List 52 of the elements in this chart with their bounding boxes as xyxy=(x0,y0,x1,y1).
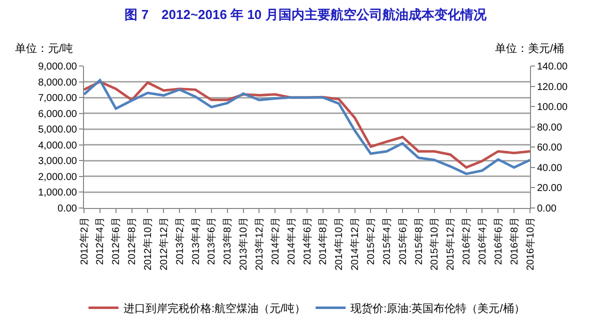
x-tick-label: 2013年6月 xyxy=(206,217,218,265)
x-tick-label: 2014年8月 xyxy=(317,217,330,265)
x-tick-label: 2012年6月 xyxy=(110,217,122,265)
x-tick-label: 2016年2月 xyxy=(460,217,473,265)
chart-title: 图 7 2012~2016 年 10 月国内主要航空公司航油成本变化情况 xyxy=(124,7,488,22)
y-tick-label: 2,000.00 xyxy=(38,172,78,183)
y-tick-label: 0.00 xyxy=(58,204,78,214)
y2-axis-title: 单位：美元/桶 xyxy=(495,42,564,55)
x-tick-label: 2014年2月 xyxy=(269,217,282,265)
x-tick-label: 2015年10月 xyxy=(428,217,441,270)
y2-tick-label: 40.00 xyxy=(537,162,562,174)
legend-label: 进口到岸完税价格:航空煤油（元/吨） xyxy=(124,302,306,315)
x-tick-label: 2012年12月 xyxy=(158,217,170,270)
y2-tick-label: 20.00 xyxy=(537,183,562,194)
x-tick-label: 2014年12月 xyxy=(349,217,362,270)
x-tick-label: 2015年2月 xyxy=(364,217,377,265)
x-tick-label: 2016年6月 xyxy=(492,217,504,265)
x-tick-label: 2013年2月 xyxy=(174,217,186,265)
y2-tick-label: 120.00 xyxy=(537,82,568,93)
x-tick-label: 2012年8月 xyxy=(126,217,138,265)
y2-tick-label: 80.00 xyxy=(537,122,562,134)
y2-tick-label: 100.00 xyxy=(537,102,568,114)
x-tick-label: 2015年4月 xyxy=(380,217,393,265)
x-tick-label: 2015年6月 xyxy=(396,217,409,265)
x-tick-label: 2013年4月 xyxy=(190,217,202,265)
legend-label: 现货价:原油:英国布伦特（美元/桶） xyxy=(350,302,525,315)
y2-tick-label: 60.00 xyxy=(537,142,562,154)
y-tick-label: 1,000.00 xyxy=(38,188,78,199)
y-tick-label: 7,000.00 xyxy=(38,93,78,104)
x-tick-label: 2016年8月 xyxy=(508,217,520,265)
x-tick-label: 2012年4月 xyxy=(94,217,106,265)
x-tick-label: 2014年10月 xyxy=(333,217,346,270)
x-tick-label: 2015年12月 xyxy=(444,217,457,270)
y-tick-label: 6,000.00 xyxy=(38,108,78,120)
y-axis-title: 单位：元/吨 xyxy=(15,42,74,55)
y2-tick-label: 140.00 xyxy=(537,62,568,72)
y2-tick-label: 0.00 xyxy=(537,204,557,214)
y-tick-label: 9,000.00 xyxy=(38,62,78,72)
x-tick-label: 2012年10月 xyxy=(142,217,154,270)
x-tick-label: 2013年12月 xyxy=(253,217,266,270)
x-tick-label: 2014年6月 xyxy=(301,217,314,265)
x-tick-label: 2012年2月 xyxy=(78,217,90,265)
x-tick-label: 2015年8月 xyxy=(412,217,425,265)
x-tick-label: 2016年4月 xyxy=(476,217,488,265)
y-tick-label: 8,000.00 xyxy=(38,77,78,88)
y-tick-label: 5,000.00 xyxy=(38,124,78,136)
x-tick-label: 2013年10月 xyxy=(238,217,250,270)
y-tick-label: 4,000.00 xyxy=(38,140,78,152)
x-tick-label: 2014年4月 xyxy=(285,217,298,265)
x-tick-label: 2016年10月 xyxy=(524,217,536,270)
x-tick-label: 2013年8月 xyxy=(222,217,234,265)
y-tick-label: 3,000.00 xyxy=(38,156,78,168)
